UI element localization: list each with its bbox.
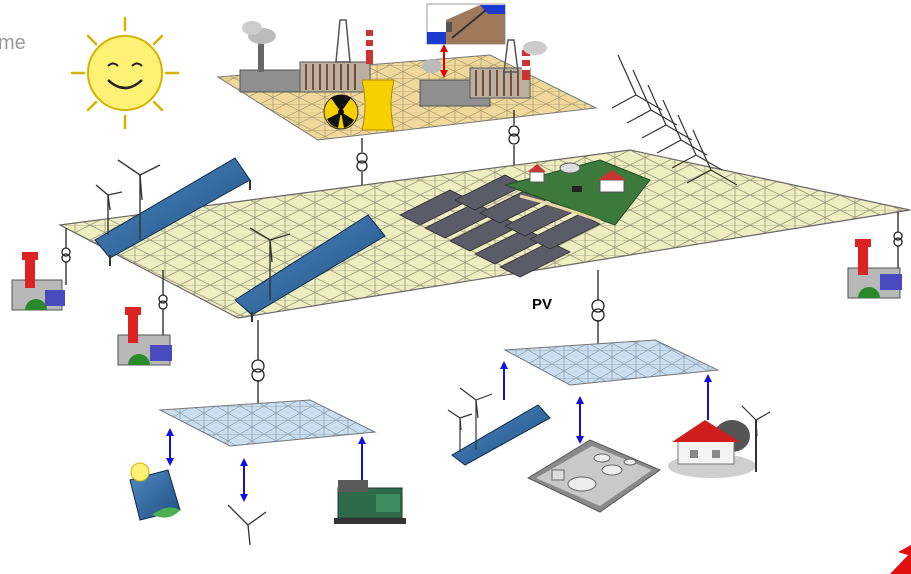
solar-array-left-icon: [94, 157, 251, 266]
transformer-icon: [356, 125, 520, 172]
wind-farm-icon: [611, 54, 738, 235]
solar-array-middle-icon: [234, 214, 386, 322]
low-grid-left-plane: [158, 399, 377, 447]
farm-icon: [503, 159, 651, 226]
nuclear-plant-icon: [323, 79, 395, 131]
pv-label: PV: [532, 296, 553, 313]
sun-icon: [70, 16, 180, 130]
chp-plant-icon: [11, 239, 902, 366]
clipped-heading-text: me: [0, 32, 26, 54]
solar-array-lowright-icon: [447, 387, 551, 466]
radiation-icon: [327, 94, 354, 128]
wind-turbine-icon: [95, 159, 291, 300]
top-grid-plane: [216, 54, 598, 141]
exchange-arrows-right: [500, 361, 712, 444]
house-icon: [668, 405, 771, 478]
coal-plant-left-icon: [239, 19, 373, 93]
chp-links: [61, 212, 903, 335]
coal-plant-right-icon: [419, 39, 547, 107]
pv-park-icon: [399, 174, 601, 278]
wind-turbine-icon: [227, 504, 267, 572]
rooftop-pv-icon: [129, 462, 181, 521]
low-grid-right-plane: [503, 339, 720, 386]
biogas-plant-icon: [526, 439, 662, 513]
pumped-hydro-icon: [426, 3, 506, 45]
logo-fragment-icon: [890, 545, 911, 574]
exchange-arrows-left: [166, 428, 366, 502]
diesel-generator-icon: [334, 480, 406, 524]
